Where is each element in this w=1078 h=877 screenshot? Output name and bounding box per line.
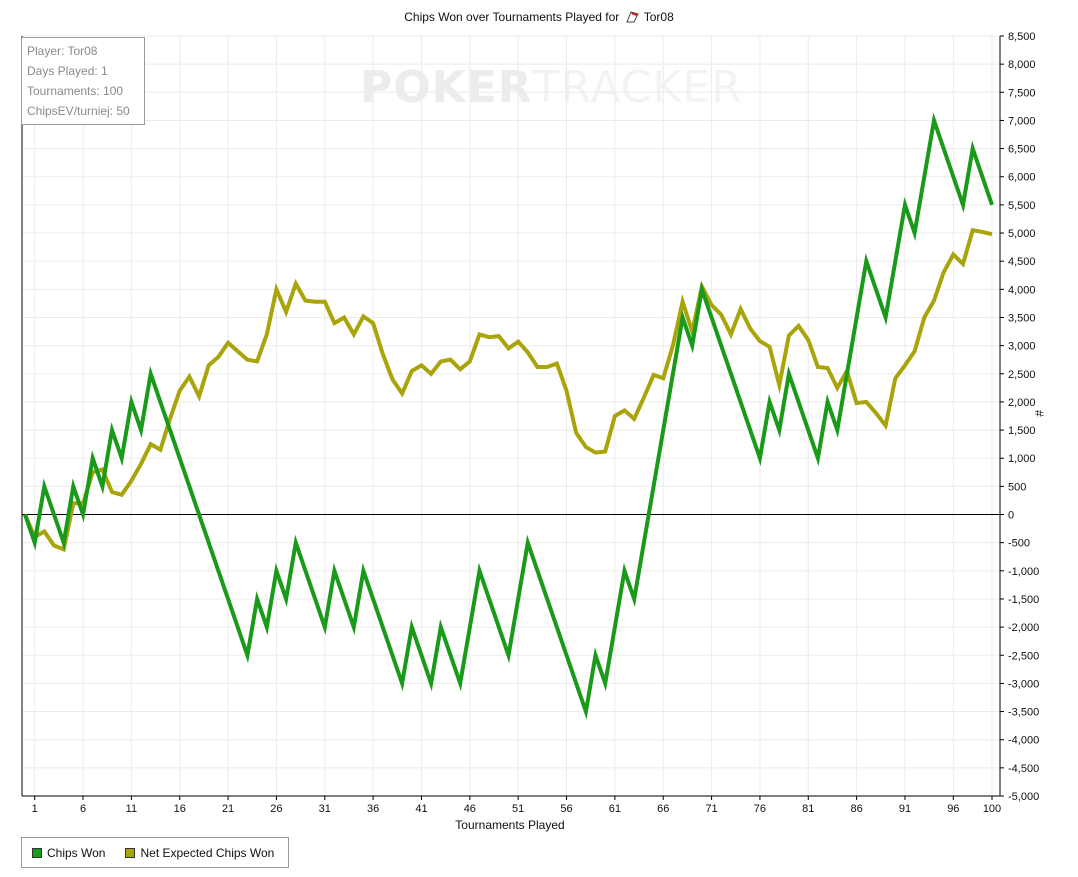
y-tick-label: -1,500 bbox=[1008, 594, 1039, 606]
x-tick-labels: 1 6 11 16 21 26 31 36 41 46 51 56 61 66 71 76 81 86 91 96 10… bbox=[32, 803, 1002, 815]
y-tick-label: 0 bbox=[1008, 510, 1014, 522]
y-tick-label: 7,500 bbox=[1008, 87, 1036, 99]
axes bbox=[21, 35, 1004, 800]
y-tick-label: -2,500 bbox=[1008, 650, 1039, 662]
player-icon bbox=[625, 11, 639, 23]
legend-swatch-expected bbox=[125, 847, 136, 858]
y-tick-label: 1,500 bbox=[1008, 425, 1036, 437]
x-axis-label: Tournaments Played bbox=[455, 818, 565, 832]
x-tick-label: 11 bbox=[126, 803, 137, 815]
y-tick-label: 3,500 bbox=[1008, 312, 1036, 324]
y-tick-label: 3,000 bbox=[1008, 341, 1036, 353]
x-tick-label: 96 bbox=[947, 803, 959, 815]
legend-label-chips-won: Chips Won bbox=[47, 845, 106, 860]
series-line-expected bbox=[23, 227, 993, 553]
chart-title: Chips Won over Tournaments Played for To… bbox=[0, 10, 1078, 24]
y-tick-label: 8,500 bbox=[1008, 31, 1036, 43]
legend-item-expected[interactable]: Net Expected Chips Won bbox=[125, 846, 274, 860]
y-tick-label: 2,000 bbox=[1008, 397, 1036, 409]
y-tick-label: -4,000 bbox=[1008, 735, 1039, 747]
series-lines bbox=[23, 112, 994, 720]
y-tick-label: 5,500 bbox=[1008, 200, 1036, 212]
legend-label-expected: Net Expected Chips Won bbox=[140, 845, 275, 860]
y-tick-label: 2,500 bbox=[1008, 369, 1036, 381]
x-tick-label: 26 bbox=[270, 803, 282, 815]
x-tick-label: 6 bbox=[80, 803, 86, 815]
x-tick-label: 41 bbox=[415, 803, 427, 815]
info-tournaments: Tournaments: 100 bbox=[27, 84, 124, 98]
y-tick-label: 4,500 bbox=[1008, 256, 1036, 268]
x-tick-label: 31 bbox=[319, 803, 331, 815]
legend-swatch-chips-won bbox=[32, 847, 42, 858]
y-tick-label: 6,500 bbox=[1008, 144, 1036, 156]
x-tick-label: 86 bbox=[850, 803, 862, 815]
player-info-box: Player: Tor08 Days Played: 1 Tournaments… bbox=[21, 37, 145, 125]
y-tick-label: 4,000 bbox=[1008, 284, 1036, 296]
x-tick-label: 51 bbox=[512, 803, 524, 815]
x-tick-label: 81 bbox=[802, 803, 814, 815]
y-axis-label: # bbox=[1032, 410, 1046, 417]
legend: Chips Won Net Expected Chips Won bbox=[21, 837, 289, 868]
series-line-chips-won bbox=[23, 112, 994, 720]
x-tick-label: 21 bbox=[222, 803, 234, 815]
y-tick-label: -2,000 bbox=[1008, 622, 1039, 634]
x-tick-label: 66 bbox=[657, 803, 669, 815]
x-tick-label: 36 bbox=[367, 803, 379, 815]
x-tick-label: 16 bbox=[174, 803, 186, 815]
y-tick-label: 1,000 bbox=[1008, 453, 1036, 465]
y-tick-label: -4,500 bbox=[1008, 763, 1039, 775]
x-tick-label: 76 bbox=[754, 803, 766, 815]
x-tick-label: 100 bbox=[983, 803, 1001, 815]
y-tick-label: -5,000 bbox=[1008, 791, 1039, 803]
chart-title-text: Chips Won over Tournaments Played for bbox=[404, 10, 620, 24]
watermark-part-1: POKER bbox=[360, 62, 533, 113]
x-tick-label: 56 bbox=[560, 803, 572, 815]
poker-tracker-watermark: POKERTRACKER bbox=[360, 62, 743, 113]
y-tick-label: -3,500 bbox=[1008, 707, 1039, 719]
y-tick-label: 7,000 bbox=[1008, 115, 1036, 127]
info-player: Player: Tor08 bbox=[27, 44, 98, 58]
x-tick-label: 46 bbox=[464, 803, 476, 815]
x-tick-label: 71 bbox=[705, 803, 717, 815]
y-tick-label: -1,000 bbox=[1008, 566, 1039, 578]
player-name: Tor08 bbox=[643, 10, 674, 24]
y-tick-labels: -5,000 -4,500 -4,000 -3,500 -3,000 -2,500 -2,0… bbox=[1008, 31, 1039, 803]
info-chips-ev: ChipsEV/turniej: 50 bbox=[27, 104, 130, 118]
y-tick-label: 6,000 bbox=[1008, 172, 1036, 184]
legend-item-chips-won[interactable]: Chips Won bbox=[32, 846, 105, 860]
y-tick-label: 8,000 bbox=[1008, 59, 1036, 71]
x-tick-label: 91 bbox=[899, 803, 911, 815]
y-tick-label: 5,000 bbox=[1008, 228, 1036, 240]
x-tick-label: 1 bbox=[32, 803, 38, 815]
y-tick-label: 500 bbox=[1008, 481, 1026, 493]
info-days-played: Days Played: 1 bbox=[27, 64, 108, 78]
watermark-part-2: TRACKER bbox=[532, 62, 743, 113]
y-tick-label: -3,000 bbox=[1008, 678, 1039, 690]
y-tick-label: -500 bbox=[1008, 538, 1030, 550]
grid-lines bbox=[22, 35, 1000, 797]
x-tick-label: 61 bbox=[609, 803, 621, 815]
